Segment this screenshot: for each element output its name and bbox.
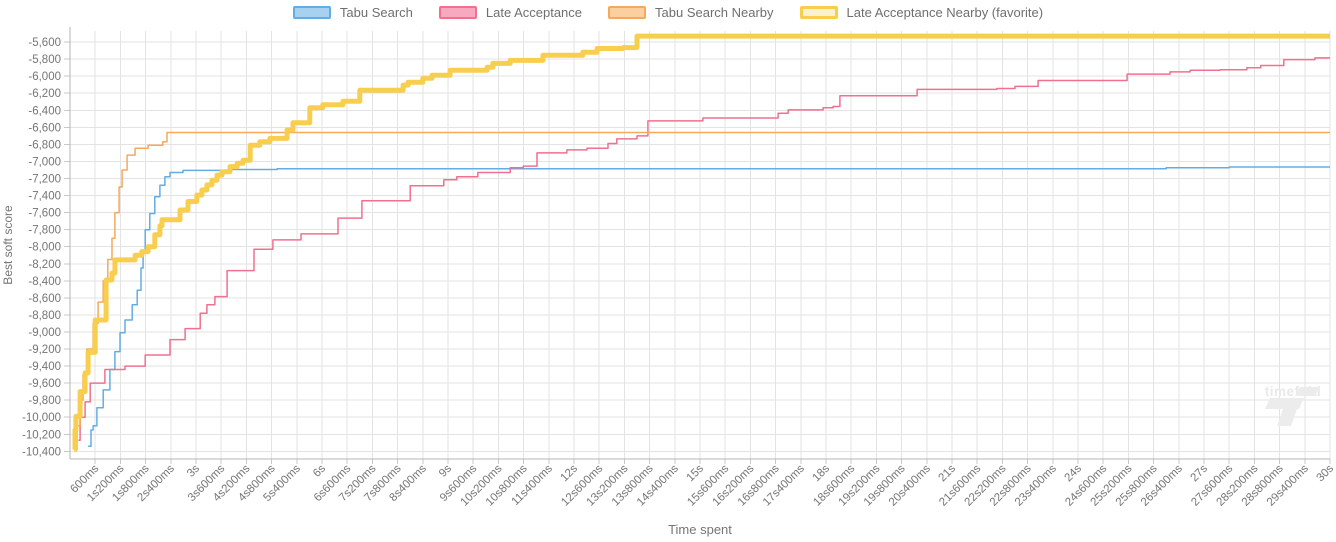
svg-text:-9,600: -9,600 [28, 378, 61, 390]
svg-text:27s: 27s [1189, 462, 1211, 484]
axis-ticks [64, 41, 1331, 464]
y-tick-labels: -5,600 -5,800 -6,000 -6,200 -6,400 -6,600 -6,8… [22, 37, 61, 458]
svg-text:-8,800: -8,800 [28, 310, 61, 322]
legend-label: Late Acceptance Nearby (favorite) [846, 5, 1044, 20]
svg-text:15s: 15s [685, 462, 707, 484]
series-lines [72, 33, 1330, 453]
svg-text:-8,200: -8,200 [28, 259, 61, 271]
legend-swatch-tabu-search-nearby [608, 6, 647, 19]
legend-swatch-late-acceptance-nearby [799, 6, 838, 19]
legend-label: Late Acceptance [485, 5, 583, 20]
svg-text:-8,600: -8,600 [28, 293, 61, 305]
svg-text:24s: 24s [1063, 462, 1085, 484]
svg-text:9s: 9s [437, 462, 454, 479]
legend-label: Tabu Search [339, 5, 413, 20]
series-line-late-acceptance-nearby [72, 33, 1330, 453]
chart-legend: Tabu Search Late Acceptance Tabu Search Ne… [0, 5, 1336, 20]
svg-text:30s: 30s [1315, 462, 1336, 484]
series-line-tabu-search-nearby [75, 131, 1330, 451]
gridlines [70, 31, 1331, 459]
svg-text:-6,200: -6,200 [28, 88, 61, 100]
svg-text:-9,400: -9,400 [28, 361, 61, 373]
legend-item-tabu-search[interactable]: Tabu Search [292, 5, 413, 20]
svg-text:-10,200: -10,200 [22, 429, 61, 441]
svg-text:-8,400: -8,400 [28, 276, 61, 288]
svg-text:-7,600: -7,600 [28, 208, 61, 220]
svg-text:-8,000: -8,000 [28, 242, 61, 254]
x-axis-title: Time spent [668, 522, 732, 537]
svg-text:6s: 6s [311, 462, 328, 479]
series-line-late-acceptance [78, 57, 1330, 441]
svg-text:-6,400: -6,400 [28, 105, 61, 117]
series-line-tabu-search [88, 166, 1330, 447]
svg-text:-9,800: -9,800 [28, 395, 61, 407]
svg-text:-9,000: -9,000 [28, 327, 61, 339]
svg-text:-5,800: -5,800 [28, 54, 61, 66]
svg-text:-7,400: -7,400 [28, 191, 61, 203]
legend-label: Tabu Search Nearby [655, 5, 774, 20]
legend-item-late-acceptance[interactable]: Late Acceptance [438, 5, 583, 20]
svg-text:-10,400: -10,400 [22, 446, 61, 458]
svg-text:18s: 18s [811, 462, 833, 484]
svg-text:-6,600: -6,600 [28, 122, 61, 134]
legend-item-tabu-search-nearby[interactable]: Tabu Search Nearby [608, 5, 774, 20]
legend-item-late-acceptance-nearby[interactable]: Late Acceptance Nearby (favorite) [799, 5, 1044, 20]
legend-swatch-late-acceptance [438, 6, 477, 19]
svg-text:-5,600: -5,600 [28, 37, 61, 49]
svg-text:21s: 21s [937, 462, 959, 484]
svg-text:12s: 12s [559, 462, 581, 484]
svg-text:-6,800: -6,800 [28, 139, 61, 151]
svg-text:-7,200: -7,200 [28, 173, 61, 185]
svg-text:-7,800: -7,800 [28, 225, 61, 237]
legend-swatch-tabu-search [292, 6, 331, 19]
svg-text:-9,200: -9,200 [28, 344, 61, 356]
y-axis-title: Best soft score [1, 205, 15, 285]
axis-lines [69, 27, 1330, 460]
svg-text:-7,000: -7,000 [28, 156, 61, 168]
svg-text:-10,000: -10,000 [22, 412, 61, 424]
svg-text:3s: 3s [185, 462, 202, 479]
svg-text:-6,000: -6,000 [28, 71, 61, 83]
